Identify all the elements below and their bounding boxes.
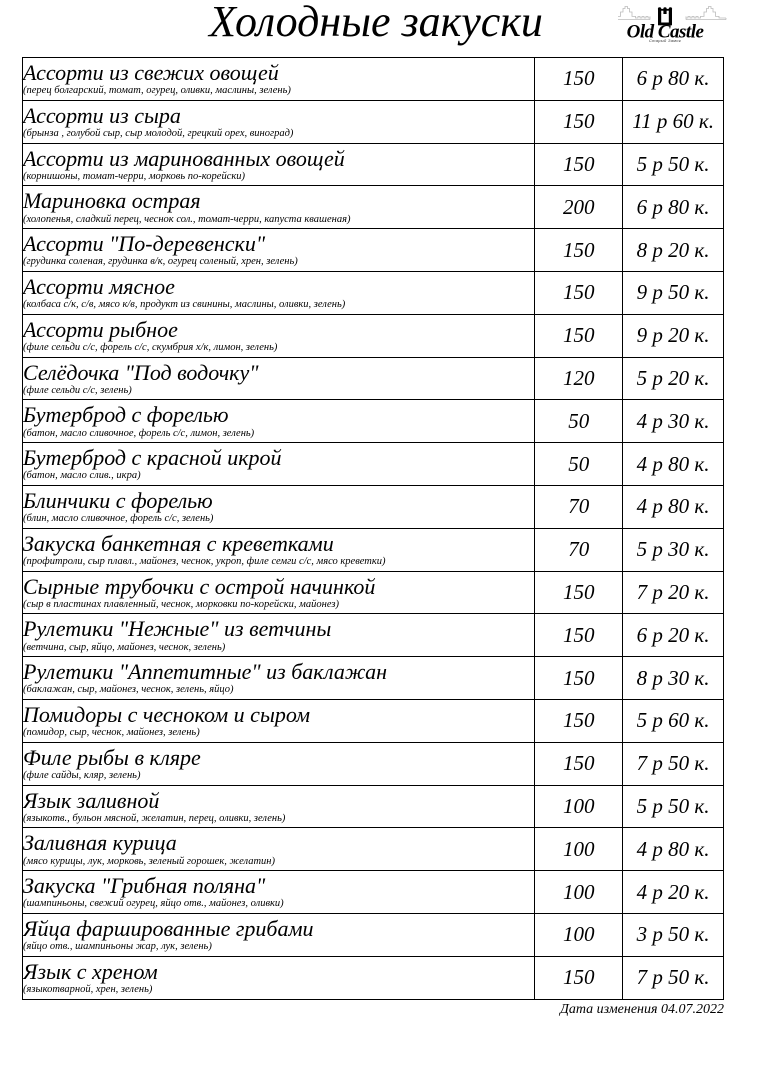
svg-text:Старый Замок: Старый Замок (649, 38, 682, 43)
